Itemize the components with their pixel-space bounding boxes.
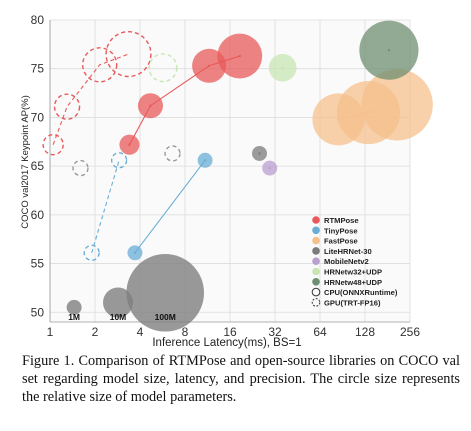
data-point-center: [281, 66, 284, 69]
data-point-center: [203, 159, 207, 162]
x-tick-label: 256: [400, 325, 420, 339]
size-legend-circle: [102, 287, 133, 318]
size-legend-label: 1M: [68, 312, 80, 322]
legend-marker: [312, 226, 320, 235]
y-tick-label: 80: [31, 13, 45, 27]
data-point-center: [387, 49, 391, 52]
size-legend-label: 100M: [155, 312, 176, 322]
axes: 1 2 4 8 16 32 64 128 256 50 55 60 65 70 75 80: [31, 13, 421, 339]
y-tick-label: 70: [31, 110, 45, 124]
legend-label: HRNetw48+UDP: [324, 278, 382, 287]
data-point-center: [268, 166, 271, 170]
data-point: [42, 133, 64, 156]
y-tick-label: 50: [31, 305, 45, 319]
x-tick-label: 2: [92, 325, 99, 339]
size-legend-label: 10M: [110, 312, 127, 322]
data-point: [110, 152, 128, 169]
x-tick-label: 16: [223, 325, 237, 339]
data-point-center: [149, 104, 152, 107]
data-point-center: [238, 54, 241, 58]
legend-marker: [312, 216, 320, 224]
data-point: [72, 159, 89, 177]
y-tick-label: 60: [31, 208, 45, 222]
data-point: [53, 93, 81, 120]
legend-marker: [312, 247, 320, 255]
series-line: [91, 160, 120, 253]
legend-label: TinyPose: [324, 226, 358, 235]
x-tick-label: 1: [47, 325, 54, 339]
data-point-center: [128, 143, 131, 146]
data-point: [148, 53, 178, 83]
y-tick-label: 65: [31, 159, 45, 173]
legend-label: HRNetw32+UDP: [324, 268, 382, 277]
legend-marker: [312, 278, 320, 286]
legend-marker: [312, 257, 320, 266]
size-legend: 1M 10M 100M: [66, 253, 205, 332]
data-points: [42, 20, 433, 262]
data-point: [81, 47, 118, 83]
legend-marker: [312, 267, 320, 276]
legend-marker: [311, 287, 321, 297]
x-tick-label: 32: [268, 325, 282, 339]
y-tick-label: 55: [31, 257, 45, 271]
size-legend-circle: [126, 253, 205, 332]
legend-label: RTMPose: [324, 216, 359, 225]
size-legend-circle: [66, 299, 82, 315]
data-point-center: [133, 251, 137, 255]
legend-label: LiteHRNet-30: [324, 247, 372, 256]
x-axis-label: Inference Latency(ms), BS=1: [152, 337, 301, 349]
series-line: [52, 53, 129, 145]
y-tick-label: 75: [31, 62, 45, 76]
data-point-center: [258, 152, 261, 155]
data-point-center: [207, 64, 211, 67]
legend-marker: [311, 298, 321, 307]
scatter-chart: 1 2 4 8 16 32 64 128 256 50 55 60 65 70 75 80 1M 10M 100M…: [20, 13, 433, 349]
data-point: [83, 244, 100, 262]
x-tick-label: 4: [137, 325, 144, 339]
x-tick-label: 8: [182, 325, 189, 339]
figure-caption: Figure 1. Comparison of RTMPose and open…: [22, 353, 460, 406]
legend-label: MobileNetv2: [324, 257, 369, 266]
legend-label: GPU(TRT-FP16): [324, 298, 381, 307]
series-line: [134, 159, 206, 254]
legend-label: CPU(ONNXRuntime): [324, 288, 398, 297]
legend-label: FastPose: [324, 237, 358, 246]
y-axis-label: COCO val2017 Keypoint AP(%): [20, 95, 31, 229]
data-point: [164, 145, 181, 162]
data-point-center: [395, 103, 399, 106]
data-point: [105, 30, 152, 78]
legend-marker: [312, 236, 320, 245]
x-tick-label: 64: [313, 325, 327, 339]
x-tick-label: 128: [355, 325, 375, 339]
